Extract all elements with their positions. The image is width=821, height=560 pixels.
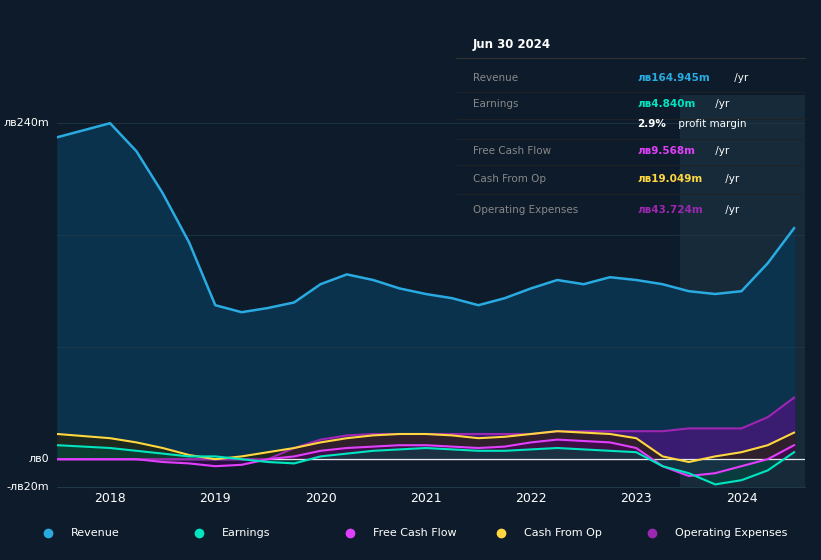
Text: лв4.840m: лв4.840m [637,99,695,109]
Text: /yr: /yr [713,146,730,156]
Text: лв43.724m: лв43.724m [637,206,703,216]
Text: Free Cash Flow: Free Cash Flow [473,146,551,156]
Bar [681,95,821,487]
Text: лв164.945m: лв164.945m [637,73,710,83]
Text: 2.9%: 2.9% [637,119,666,129]
Text: Revenue: Revenue [473,73,518,83]
Text: лв0: лв0 [29,454,49,464]
Text: Operating Expenses: Operating Expenses [473,206,578,216]
Text: Revenue: Revenue [71,529,119,538]
Text: /yr: /yr [732,73,749,83]
Text: /yr: /yr [713,99,730,109]
Text: /yr: /yr [722,206,739,216]
Text: Cash From Op: Cash From Op [473,175,546,184]
Text: profit margin: profit margin [675,119,746,129]
Text: /yr: /yr [722,175,739,184]
Text: Jun 30 2024: Jun 30 2024 [473,38,551,51]
Text: лв240m: лв240m [3,118,49,128]
Text: лв9.568m: лв9.568m [637,146,695,156]
Text: Cash From Op: Cash From Op [524,529,602,538]
Text: Earnings: Earnings [222,529,270,538]
Text: Free Cash Flow: Free Cash Flow [373,529,456,538]
Text: -лв20m: -лв20m [7,482,49,492]
Text: Operating Expenses: Operating Expenses [675,529,787,538]
Text: лв19.049m: лв19.049m [637,175,702,184]
Text: Earnings: Earnings [473,99,519,109]
